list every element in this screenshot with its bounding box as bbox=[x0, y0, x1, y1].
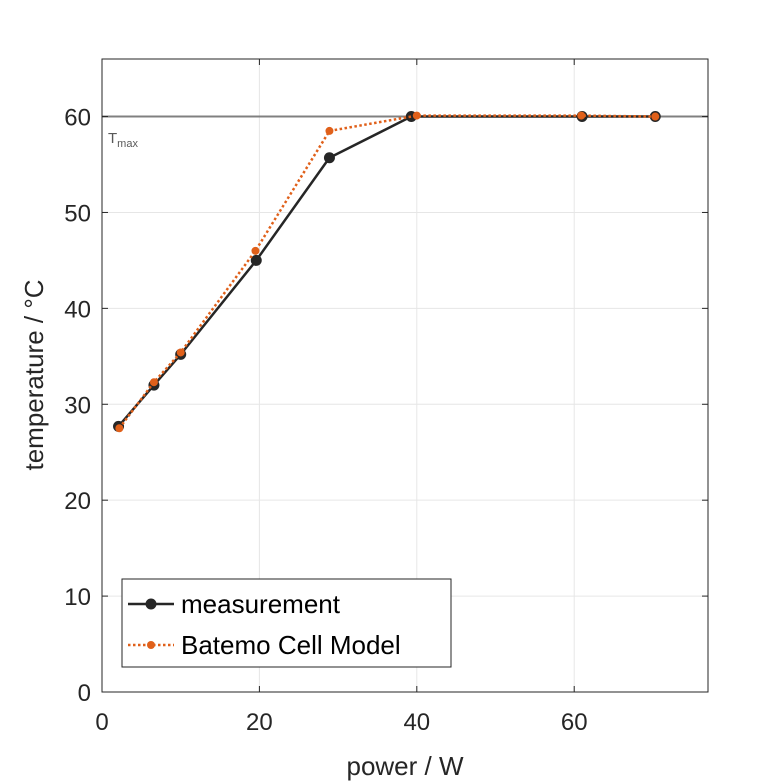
x-tick-label: 20 bbox=[246, 709, 273, 736]
y-tick-label: 50 bbox=[64, 200, 91, 227]
y-tick-label: 60 bbox=[64, 105, 91, 132]
tmax-annotation-sub: max bbox=[117, 138, 138, 150]
series-point bbox=[651, 112, 660, 121]
x-axis-label: power / W bbox=[346, 751, 463, 781]
x-tick-label: 40 bbox=[403, 709, 430, 736]
legend-marker-measurement bbox=[145, 598, 157, 610]
plot-frame bbox=[101, 58, 709, 693]
series-point bbox=[412, 111, 421, 120]
tmax-annotation-main: T bbox=[108, 130, 117, 147]
y-tick-label: 20 bbox=[64, 488, 91, 515]
series-point bbox=[176, 348, 185, 357]
y-tick-label: 0 bbox=[78, 680, 91, 707]
y-axis-label: temperature / °C bbox=[19, 279, 49, 470]
series-point bbox=[250, 254, 262, 266]
series-point bbox=[325, 126, 334, 135]
series-point bbox=[323, 152, 335, 164]
series-1 bbox=[115, 111, 660, 433]
series-line bbox=[118, 114, 656, 430]
x-tick-label: 0 bbox=[95, 709, 108, 736]
series-point bbox=[251, 246, 260, 255]
series-layer bbox=[113, 111, 661, 433]
y-tick-label: 10 bbox=[64, 584, 91, 611]
x-tick-label: 60 bbox=[561, 709, 588, 736]
legend: measurement Batemo Cell Model bbox=[121, 578, 452, 668]
y-tick-label: 40 bbox=[64, 296, 91, 323]
legend-marker-batemo bbox=[147, 641, 155, 649]
series-point bbox=[149, 378, 158, 387]
legend-box bbox=[121, 578, 452, 668]
tmax-annotation: Tmax bbox=[108, 130, 138, 150]
series-point bbox=[577, 111, 586, 120]
legend-label-measurement: measurement bbox=[181, 589, 341, 619]
series-point bbox=[115, 424, 124, 433]
y-tick-label: 30 bbox=[64, 392, 91, 419]
axis-ticks: 0 20 40 60 0 10 20 30 40 50 60 bbox=[64, 59, 708, 736]
legend-label-batemo: Batemo Cell Model bbox=[181, 630, 401, 660]
